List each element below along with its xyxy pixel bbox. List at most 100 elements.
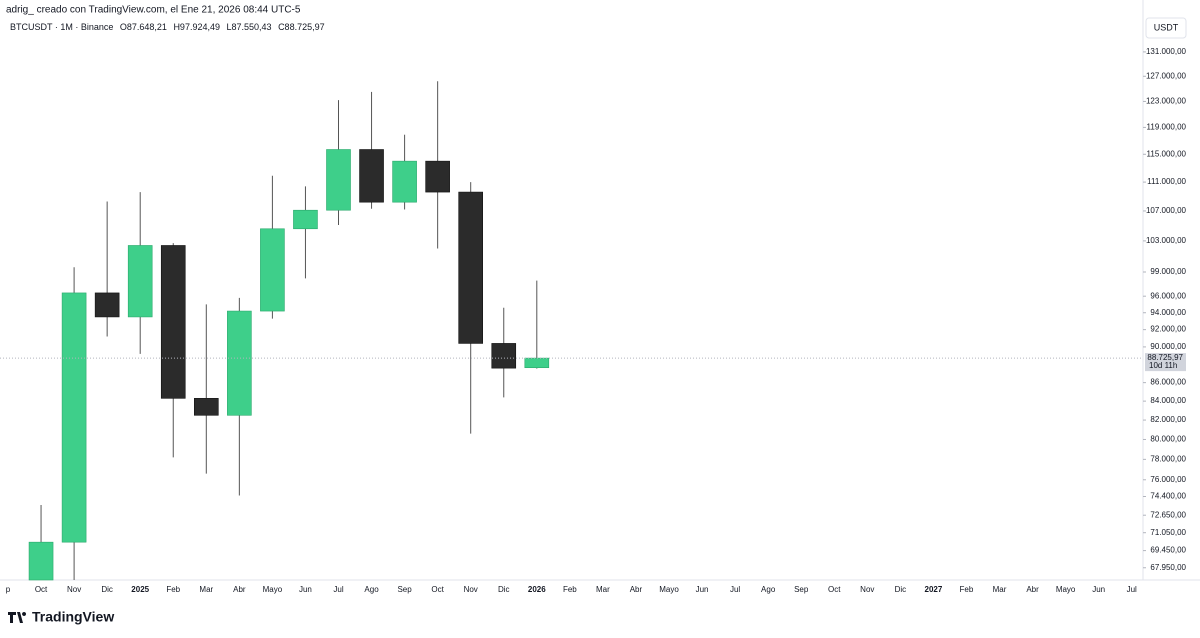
candle	[326, 100, 351, 226]
x-tick-label: Mar	[993, 585, 1007, 594]
y-tick-label: 94.000,00	[1150, 308, 1186, 317]
y-tick-label: 69.450,00	[1150, 546, 1186, 555]
candle-body	[425, 160, 450, 193]
candle	[491, 307, 517, 398]
candle	[28, 504, 54, 581]
x-tick-label: Oct	[431, 585, 444, 594]
candle	[61, 267, 87, 580]
candle-body	[359, 149, 384, 203]
x-tick-label: Mar	[596, 585, 610, 594]
candle	[260, 175, 285, 319]
candle	[392, 134, 417, 210]
candle-body	[28, 541, 54, 581]
y-tick-label: 115.000,00	[1147, 149, 1187, 158]
x-tick-label: 2027	[925, 585, 943, 594]
caption: adrig_ creado con TradingView.com, el En…	[6, 5, 301, 16]
y-tick-label: 71.050,00	[1150, 528, 1186, 537]
candle-body	[260, 228, 285, 312]
candle	[524, 280, 550, 369]
candle-body	[227, 310, 252, 416]
x-tick-label: Jul	[333, 585, 343, 594]
currency-button[interactable]	[1145, 17, 1187, 39]
candle-body	[94, 292, 120, 318]
x-tick-label: Sep	[397, 585, 412, 594]
x-tick-label: Jul	[730, 585, 740, 594]
x-tick-label: Ago	[364, 585, 379, 594]
x-tick-label: Oct	[35, 585, 48, 594]
y-tick-label: 67.950,00	[1150, 563, 1186, 572]
candle	[425, 81, 450, 249]
x-tick-label: 2025	[131, 585, 149, 594]
candle-body	[326, 149, 351, 211]
x-tick-label: Sep	[794, 585, 809, 594]
y-tick-label: 86.000,00	[1150, 378, 1186, 387]
last-price-box	[1145, 353, 1186, 372]
x-tick-label: Dic	[895, 585, 907, 594]
ohlc-close: C88.725,97	[278, 22, 325, 32]
y-tick-label: 96.000,00	[1150, 291, 1186, 300]
candle-body	[458, 191, 484, 344]
candle-body	[160, 245, 186, 399]
y-tick-label: 123.000,00	[1146, 97, 1187, 106]
x-tick-label: p	[6, 585, 11, 594]
candle-body	[293, 209, 318, 230]
y-tick-label: 90.000,00	[1150, 342, 1186, 351]
y-tick-label: 80.000,00	[1150, 435, 1186, 444]
y-tick-label: 103.000,00	[1146, 236, 1187, 245]
y-tick-label: 92.000,00	[1150, 325, 1186, 334]
y-tick-label: 127.000,00	[1146, 71, 1187, 80]
y-tick-label: 107.000,00	[1146, 206, 1187, 215]
candle	[458, 182, 484, 434]
x-tick-label: Abr	[630, 585, 643, 594]
candle	[293, 186, 318, 279]
candle-body	[61, 292, 87, 543]
y-tick-label: 84.000,00	[1150, 396, 1186, 405]
x-tick-label: Oct	[828, 585, 841, 594]
x-tick-label: Ago	[761, 585, 776, 594]
brand: TradingView	[32, 609, 114, 625]
last-price-label: 88.725,97	[1147, 353, 1183, 362]
x-tick-label: Jul	[1127, 585, 1137, 594]
y-tick-label: 72.650,00	[1150, 510, 1186, 519]
x-tick-label: Dic	[101, 585, 113, 594]
x-tick-label: Feb	[563, 585, 577, 594]
x-tick-label: Jun	[1092, 585, 1105, 594]
x-tick-label: Mayo	[659, 585, 679, 594]
ohlc-low: L87.550,43	[227, 22, 272, 32]
symbol: BTCUSDT · 1M · Binance	[10, 22, 113, 32]
logo: TradingView	[8, 609, 114, 625]
candle	[127, 192, 153, 354]
candle-body	[524, 357, 550, 369]
y-tick-label: 76.000,00	[1150, 475, 1186, 484]
x-tick-label: Abr	[1026, 585, 1039, 594]
candle	[194, 304, 219, 474]
x-tick-label: Abr	[233, 585, 246, 594]
candle	[160, 243, 186, 458]
x-tick-label: Nov	[860, 585, 874, 594]
x-tick-label: Mayo	[1056, 585, 1076, 594]
x-tick-label: Jun	[299, 585, 312, 594]
x-tick-label: Feb	[166, 585, 180, 594]
candle-body	[392, 160, 417, 203]
countdown: 10d 11h	[1149, 361, 1177, 370]
x-tick-label: 2026	[528, 585, 546, 594]
ohlc-open: O87.648,21	[120, 22, 167, 32]
y-tick-label: 131.000,00	[1146, 47, 1187, 56]
currency[interactable]: USDT	[1154, 22, 1179, 32]
candle-body	[491, 343, 517, 369]
x-tick-label: Nov	[464, 585, 478, 594]
candle	[227, 297, 252, 496]
ohlc-high: H97.924,49	[173, 22, 220, 32]
y-tick-label: 111.000,00	[1147, 177, 1186, 186]
y-tick-label: 99.000,00	[1150, 267, 1186, 276]
candle	[94, 201, 120, 337]
x-tick-label: Dic	[498, 585, 510, 594]
x-tick-label: Jun	[696, 585, 709, 594]
candle-body	[194, 398, 219, 416]
y-tick-label: 74.400,00	[1150, 492, 1186, 501]
x-tick-label: Feb	[960, 585, 974, 594]
y-tick-label: 82.000,00	[1150, 415, 1186, 424]
y-tick-label: 78.000,00	[1150, 454, 1186, 463]
legend: BTCUSDT · 1M · Binance O87.648,21 H97.92…	[10, 22, 325, 32]
